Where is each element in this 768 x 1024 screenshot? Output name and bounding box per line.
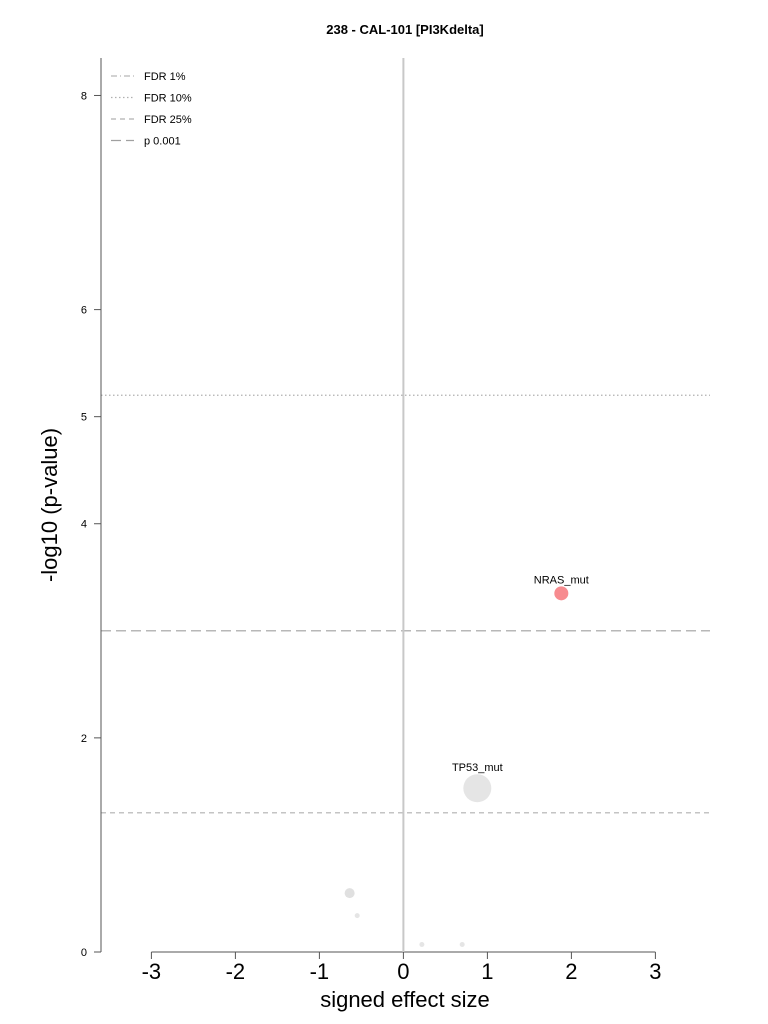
legend-label: FDR 10% [144, 93, 192, 105]
y-tick-label: 2 [81, 733, 87, 745]
data-point [354, 913, 360, 919]
legend-label: FDR 25% [144, 114, 192, 126]
y-tick-label: 0 [81, 947, 87, 959]
y-tick-label: 6 [81, 305, 87, 317]
data-point [463, 774, 492, 803]
x-tick-label: -3 [142, 959, 162, 984]
chart-title: 238 - CAL-101 [PI3Kdelta] [326, 22, 484, 37]
axes: 0 2 4 5 6 8 -3 -2 -1 0 1 2 3 [81, 58, 662, 984]
x-tick-label: -1 [310, 959, 330, 984]
x-tick-label: 1 [481, 959, 493, 984]
x-tick-label: -2 [226, 959, 246, 984]
x-axis-label: signed effect size [320, 987, 490, 1012]
legend: FDR 1% FDR 10% FDR 25% p 0.001 [111, 71, 192, 148]
x-tick-label: 2 [565, 959, 577, 984]
y-tick-label: 8 [81, 90, 87, 102]
data-point [459, 942, 465, 948]
point-label: TP53_mut [452, 762, 503, 774]
data-point [554, 586, 569, 601]
x-tick-label: 0 [397, 959, 409, 984]
legend-label: p 0.001 [144, 136, 181, 148]
y-tick-label: 5 [81, 412, 87, 424]
data-point [344, 888, 355, 899]
y-axis-label: -log10 (p-value) [37, 428, 62, 582]
data-points: TP53_mut NRAS_mut [344, 574, 589, 948]
point-label: NRAS_mut [534, 574, 589, 586]
legend-label: FDR 1% [144, 71, 186, 83]
threshold-lines [101, 394, 710, 814]
x-tick-label: 3 [649, 959, 661, 984]
y-tick-label: 4 [81, 519, 87, 531]
data-point [419, 942, 425, 948]
